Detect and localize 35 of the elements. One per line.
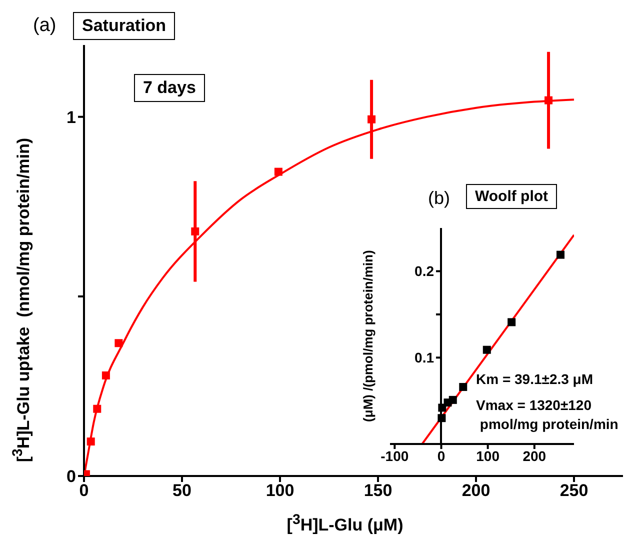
annotation: Vmax = 1320±120 pmol/mg protein/min [476,396,618,434]
annotation: Km = 39.1±2.3 μM [476,371,594,387]
point [191,227,200,236]
x-axis-title: [$^{3}$H]L-Glu (μM) [286,512,404,536]
point [508,318,516,326]
x-tick-label: 150 [364,481,392,500]
point [86,438,95,446]
x-tick-label: 0 [437,448,446,464]
y-axis-title: (μM) /(pmol/mg protein/min) [360,250,376,422]
x-tick-label: 0 [79,481,89,500]
text: (a) [33,15,56,37]
x-tick-label: 200 [522,448,546,464]
point [556,250,564,259]
point [459,382,468,391]
annotation: 7 days [134,74,205,102]
x-tick-label: 50 [172,481,192,500]
x-tick-label: 200 [462,481,490,500]
point [368,115,376,124]
point [482,346,491,354]
x-tick-label: -100 [380,448,409,464]
x-tick-label: 250 [560,481,588,500]
point [274,168,282,176]
point [102,371,110,380]
annotation: (b) [428,188,450,209]
point [544,96,553,104]
point [93,404,102,413]
point [114,339,123,348]
y-tick-label: 0.2 [414,263,434,280]
y-tick-label: 1 [66,108,76,127]
x-tick-label: 100 [266,481,294,500]
x-tick-label: 100 [476,448,500,464]
chart-title: Woolf plot [466,184,558,209]
y-tick-label: 0.1 [414,350,434,366]
chart-title: Saturation [73,12,176,40]
point [448,396,457,404]
